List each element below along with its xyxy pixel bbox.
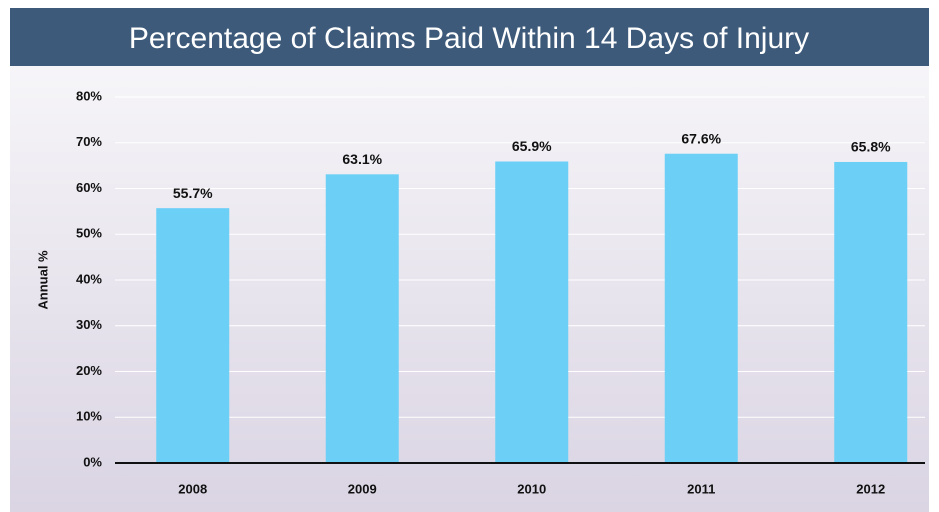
y-tick-label: 60% [76, 180, 102, 195]
value-label: 67.6% [681, 130, 721, 146]
value-label: 65.9% [512, 138, 552, 154]
y-tick-label: 30% [76, 317, 102, 332]
y-axis-label: Annual % [35, 250, 50, 310]
title-bar [10, 8, 929, 66]
x-tick-label: 2009 [348, 481, 377, 496]
bar [834, 161, 908, 463]
y-tick-label: 20% [76, 363, 102, 378]
y-tick-label: 0% [83, 454, 102, 469]
y-tick-label: 50% [76, 226, 102, 241]
bar [156, 208, 230, 463]
x-tick-label: 2008 [178, 481, 207, 496]
y-tick-label: 70% [76, 134, 102, 149]
x-tick-label: 2010 [517, 481, 546, 496]
bar [325, 174, 399, 463]
chart-title: Percentage of Claims Paid Within 14 Days… [129, 22, 809, 55]
y-tick-label: 10% [76, 409, 102, 424]
value-label: 63.1% [342, 151, 382, 167]
y-tick-label: 40% [76, 271, 102, 286]
bar [495, 161, 569, 463]
plot-background [10, 66, 929, 512]
value-label: 55.7% [173, 185, 213, 201]
bar [664, 153, 738, 464]
x-tick-label: 2011 [687, 481, 715, 496]
x-tick-label: 2012 [856, 481, 885, 496]
y-tick-label: 80% [76, 88, 102, 103]
value-label: 65.8% [851, 139, 891, 155]
